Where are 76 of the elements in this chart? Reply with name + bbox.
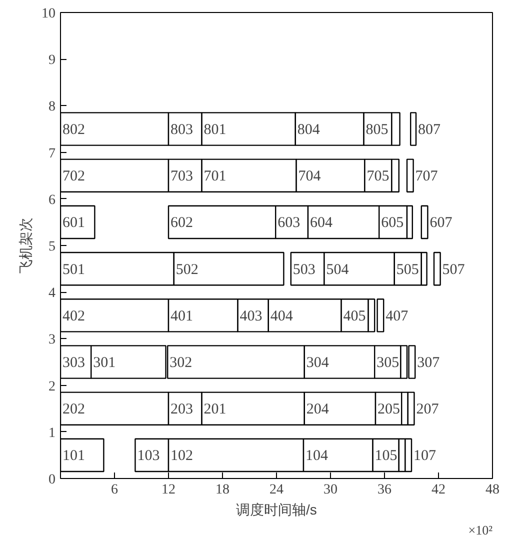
annotation: 307 [417,355,440,371]
annotation: 804 [297,122,320,138]
x-tick-label: 18 [216,482,230,498]
annotation: 207 [416,402,440,418]
annotation: 705 [366,168,390,185]
annotation: 701 [204,168,226,185]
y-tick-label: 3 [48,332,56,348]
annotation: 401 [170,308,193,324]
x-tick-label: 42 [432,482,446,498]
annotation: 707 [415,168,438,185]
annotation: 203 [170,402,193,418]
y-tick-label: 6 [48,192,56,208]
annotation: 304 [306,355,330,371]
annotation: 504 [326,262,350,278]
annotation: 502 [176,262,198,278]
annotation: 702 [62,168,85,185]
annotation: 202 [62,402,85,418]
bar [60,438,104,472]
annotation: 103 [137,448,160,464]
bar [410,112,417,146]
annotation: 703 [170,168,193,185]
x-axis-title: 调度时间轴/s [236,502,317,518]
annotation: 805 [366,122,388,138]
y-tick-label: 7 [48,146,56,162]
x-tick-label: 36 [378,482,392,498]
x-tick-label: 30 [324,482,338,498]
annotation: 403 [240,308,262,324]
annotation: 407 [386,308,409,324]
annotation: 604 [310,215,333,232]
bar [406,158,414,193]
y-tick-label: 10 [42,6,56,22]
annotation: 605 [381,215,404,232]
annotation: 505 [396,262,419,278]
annotation: 607 [430,215,453,232]
annotation: 204 [306,402,330,418]
annotation: 205 [378,402,400,418]
x-tick-label: 6 [111,482,118,498]
annotation: 404 [270,308,294,324]
y-tick-label: 4 [48,286,56,302]
annotation: 302 [170,355,192,371]
annotation: 507 [442,262,466,278]
annotation: 102 [170,448,193,464]
y-tick-label: 1 [48,426,56,441]
annotation: 601 [62,215,85,232]
annotation: 201 [204,402,226,418]
y-tick-label: 9 [48,53,56,68]
annotation: 107 [414,448,436,464]
annotation: 305 [376,355,400,371]
annotation: 105 [374,448,398,464]
annotation: 603 [278,215,300,232]
bar [420,205,428,240]
annotation: 405 [343,308,366,324]
annotation: 803 [170,122,193,138]
annotation: 101 [62,448,85,464]
annotation: 104 [306,448,328,464]
y-tick-label: 5 [48,240,56,254]
annotation: 807 [418,122,441,138]
y-axis-title: 飞机架次 [18,218,34,274]
text: ×10² [468,522,493,538]
y-tick-label: 2 [48,379,56,394]
y-tick-label: 0 [48,472,56,488]
annotation: 303 [62,355,85,371]
annotation: 801 [204,122,226,138]
annotation: 704 [298,168,322,185]
annotation: 402 [62,308,85,324]
x-tick-label: 48 [486,482,500,498]
annotation: 602 [170,215,193,232]
annotation: 501 [62,262,85,278]
annotation: 802 [62,122,85,138]
annotation: 301 [93,355,116,371]
x-tick-label: 12 [162,482,176,498]
bar [60,205,96,240]
y-tick-label: 8 [48,100,56,115]
x-tick-label: 24 [270,482,284,498]
bar [433,252,441,286]
annotation: 503 [292,262,316,278]
